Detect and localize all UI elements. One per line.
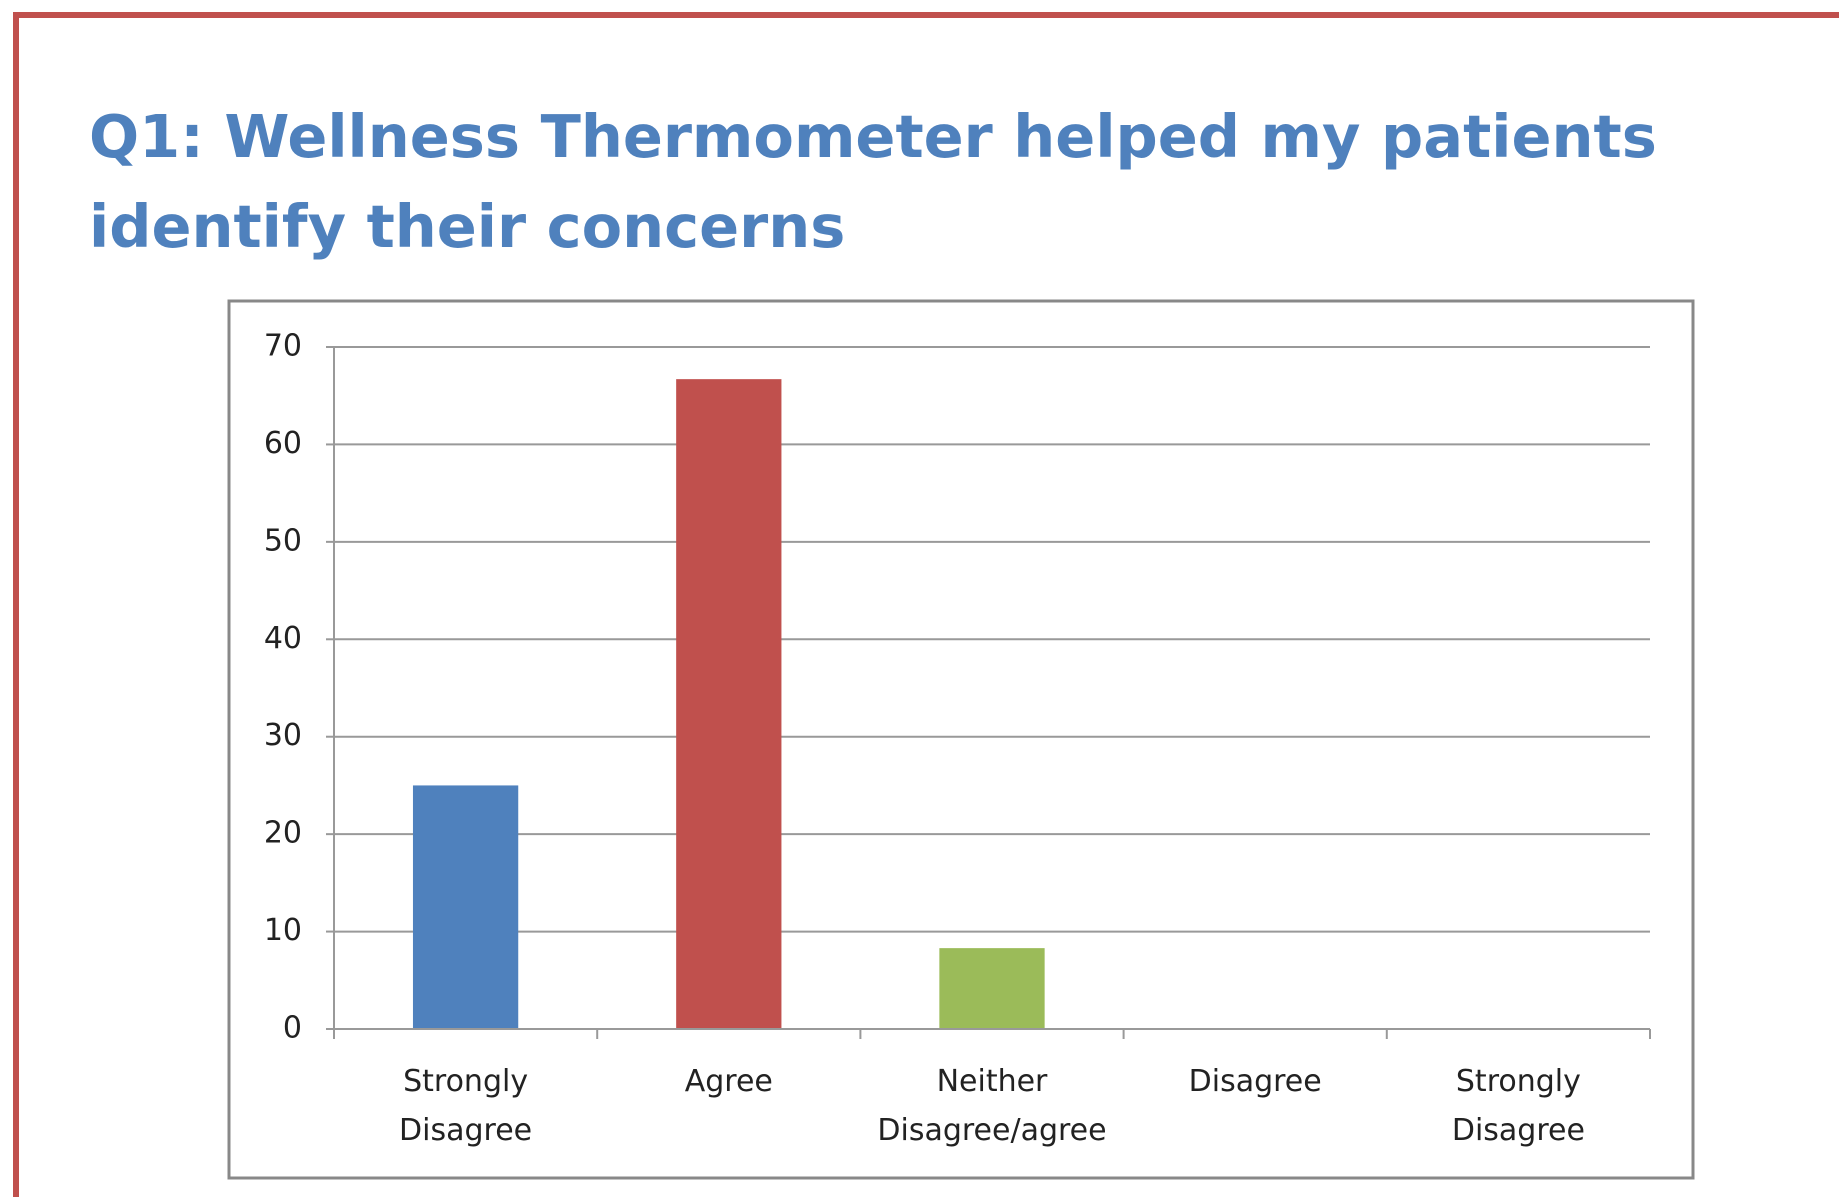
y-tick-label: 50 bbox=[264, 523, 302, 558]
chart-frame bbox=[227, 299, 1695, 1180]
x-tick-label: Strongly Disagree bbox=[1451, 1064, 1585, 1148]
slide-border bbox=[13, 12, 19, 1197]
y-tick-label: 30 bbox=[264, 718, 302, 753]
y-tick-label: 40 bbox=[264, 621, 302, 656]
x-tick-label: Disagree bbox=[1188, 1064, 1322, 1099]
y-tick-label: 10 bbox=[264, 913, 302, 948]
x-tick-label: Neither Disagree/agree bbox=[877, 1064, 1107, 1148]
bar bbox=[676, 379, 782, 1029]
slide-border bbox=[13, 12, 1839, 18]
bar bbox=[412, 785, 519, 1029]
slide-title: Q1: Wellness Thermometer helped my patie… bbox=[89, 102, 1657, 261]
y-tick-label: 0 bbox=[283, 1011, 302, 1046]
x-tick-label: Agree bbox=[684, 1064, 773, 1099]
y-tick-label: 60 bbox=[264, 426, 302, 461]
x-tick-label: Strongly Disagree bbox=[399, 1064, 533, 1148]
bar bbox=[939, 948, 1045, 1029]
y-tick-label: 70 bbox=[264, 329, 302, 364]
y-tick-label: 20 bbox=[264, 816, 302, 851]
